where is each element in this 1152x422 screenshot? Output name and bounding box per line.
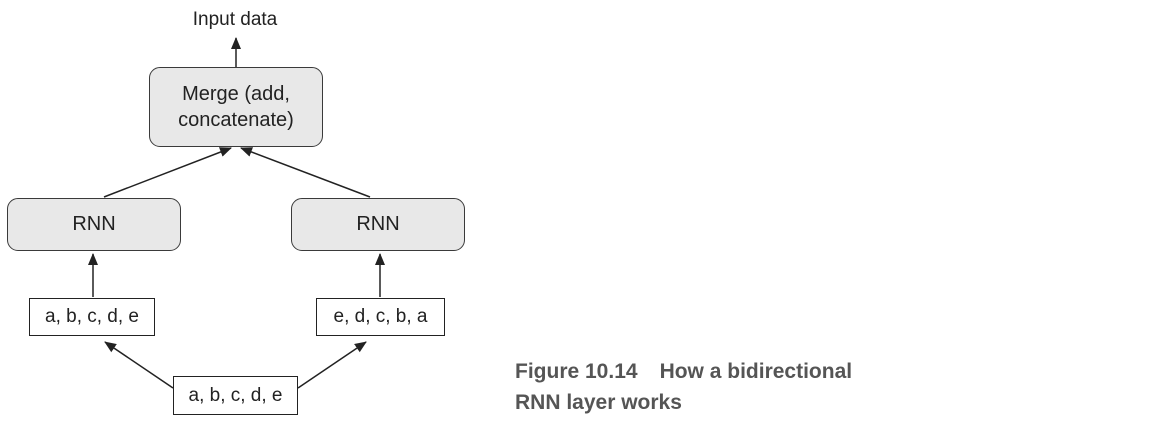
merge-label-line2: concatenate)	[178, 109, 294, 131]
caption-text-line2: RNN layer works	[515, 391, 682, 414]
merge-label-line1: Merge (add,	[182, 83, 290, 105]
sequence-input-node: a, b, c, d, e	[173, 376, 298, 415]
arrow-left-rnn-to-merge	[103, 147, 232, 198]
sequence-forward-node: a, b, c, d, e	[29, 298, 155, 336]
merge-node: Merge (add, concatenate)	[149, 67, 323, 147]
output-label: Input data	[192, 9, 278, 30]
rnn-left-node: RNN	[7, 198, 181, 251]
arrow-input-to-forward-seq	[104, 341, 174, 389]
figure-caption: Figure 10.14 How a bidirectional RNN laye…	[515, 356, 935, 418]
rnn-right-node: RNN	[291, 198, 465, 251]
caption-text-line1: How a bidirectional	[659, 360, 853, 383]
figure-number: Figure 10.14	[515, 360, 638, 383]
arrow-right-rnn-to-merge	[240, 147, 371, 198]
sequence-reversed-node: e, d, c, b, a	[316, 298, 445, 336]
arrow-input-to-reversed-seq	[297, 341, 367, 389]
caption-line1: Figure 10.14 How a bidirectional	[515, 356, 935, 387]
